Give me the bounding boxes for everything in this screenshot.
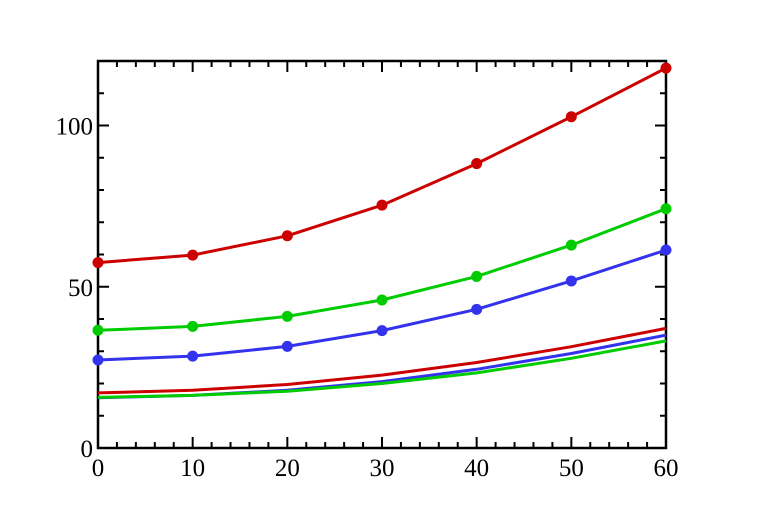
- x-tick-label: 0: [92, 455, 105, 482]
- series-2-point: [376, 325, 388, 337]
- series-0-point: [92, 257, 104, 269]
- series-1-point: [471, 270, 483, 282]
- x-tick-label: 10: [180, 455, 205, 482]
- series-1-point: [187, 320, 199, 332]
- series-2-point: [565, 275, 577, 287]
- series-0-point: [281, 230, 293, 242]
- series-1-point: [92, 324, 104, 336]
- y-tick-label: 0: [81, 436, 94, 463]
- series-line-5: [97, 339, 667, 399]
- series-2-point: [187, 350, 199, 362]
- series-0-point: [565, 111, 577, 123]
- series-line-0: [97, 66, 667, 265]
- series-0-point: [471, 158, 483, 170]
- series-0-point: [660, 62, 672, 74]
- series-1-point: [376, 294, 388, 306]
- series-2-point: [471, 303, 483, 315]
- x-tick-label: 30: [370, 455, 395, 482]
- series-1-point: [565, 239, 577, 251]
- x-tick-label: 40: [464, 455, 489, 482]
- series-0-point: [187, 249, 199, 261]
- series-line-1: [97, 207, 667, 332]
- series-2-point: [660, 244, 672, 256]
- y-tick-label: 100: [56, 114, 94, 141]
- series-0-point: [376, 199, 388, 211]
- series-2-point: [92, 354, 104, 366]
- x-tick-label: 50: [559, 455, 584, 482]
- series-1-point: [660, 203, 672, 215]
- series-1-point: [281, 310, 293, 322]
- series-2-point: [281, 340, 293, 352]
- series-line-3: [97, 326, 667, 395]
- y-tick-label: 50: [68, 275, 93, 302]
- x-tick-label: 60: [654, 455, 679, 482]
- x-tick-label: 20: [275, 455, 300, 482]
